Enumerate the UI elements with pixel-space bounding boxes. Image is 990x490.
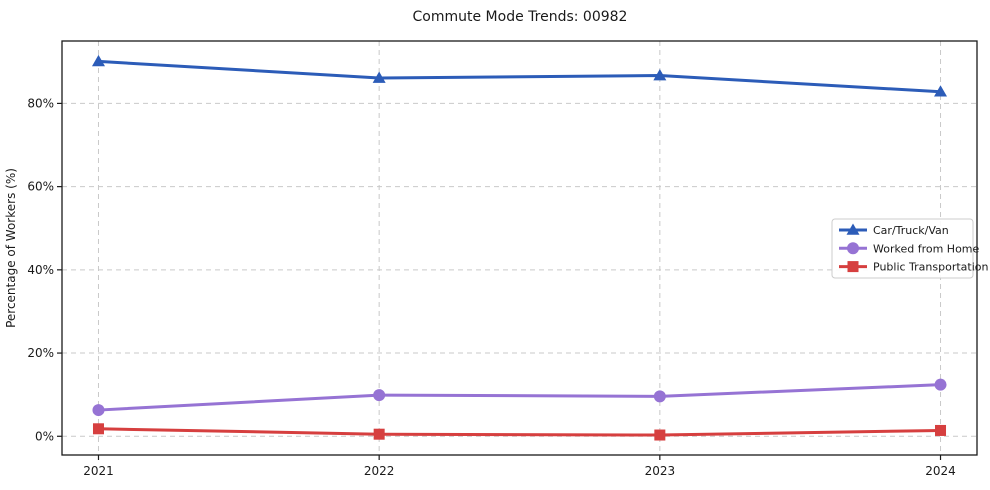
data-point-marker [934, 85, 948, 97]
y-tick-label: 80% [27, 96, 54, 110]
x-tick-label: 2024 [925, 464, 956, 478]
legend-label: Car/Truck/Van [873, 224, 949, 237]
y-tick-label: 60% [27, 180, 54, 194]
y-tick-label: 0% [35, 429, 54, 443]
axes: 0% 20% 40% 60% 80% 2021 2022 2023 2024 [27, 40, 978, 478]
y-tick-label: 20% [27, 346, 54, 360]
series-line [96, 427, 943, 437]
legend-entry: Worked from Home [839, 242, 980, 255]
y-axis-label: Percentage of Workers (%) [4, 168, 18, 328]
data-point-marker [91, 54, 105, 67]
data-point-marker [372, 71, 386, 83]
data-point-marker [92, 423, 104, 435]
legend-label: Worked from Home [873, 242, 980, 255]
data-point-marker [373, 389, 386, 402]
x-tick-label: 2023 [645, 464, 676, 478]
legend-box [831, 218, 974, 279]
data-point-marker [653, 69, 667, 81]
data-point-marker [847, 261, 859, 273]
x-tick-label: 2021 [83, 464, 114, 478]
legend-entry: Public Transportation [839, 261, 989, 274]
data-point-marker [654, 429, 666, 441]
series-car-truck-van [91, 54, 948, 97]
data-point-marker [934, 378, 947, 391]
legend-entry: Car/Truck/Van [839, 223, 949, 237]
series-public-transportation [92, 423, 947, 441]
data-point-marker [847, 242, 859, 255]
series-worked-from-home [92, 378, 947, 417]
series-line [96, 59, 943, 94]
x-tick-label: 2022 [364, 464, 395, 478]
legend-label: Public Transportation [873, 261, 989, 274]
data-point-marker [653, 390, 666, 403]
series-line [96, 383, 943, 412]
chart-title: Commute Mode Trends: 00982 [413, 9, 628, 25]
legend: Car/Truck/Van Worked from Home Public Tran… [831, 218, 989, 279]
data-point-marker [935, 424, 947, 436]
data-point-marker [92, 404, 105, 417]
data-point-marker [373, 428, 385, 440]
y-tick-label: 40% [27, 263, 54, 277]
data-point-marker [846, 223, 860, 235]
data-series [91, 54, 948, 441]
plot-border [61, 40, 978, 456]
